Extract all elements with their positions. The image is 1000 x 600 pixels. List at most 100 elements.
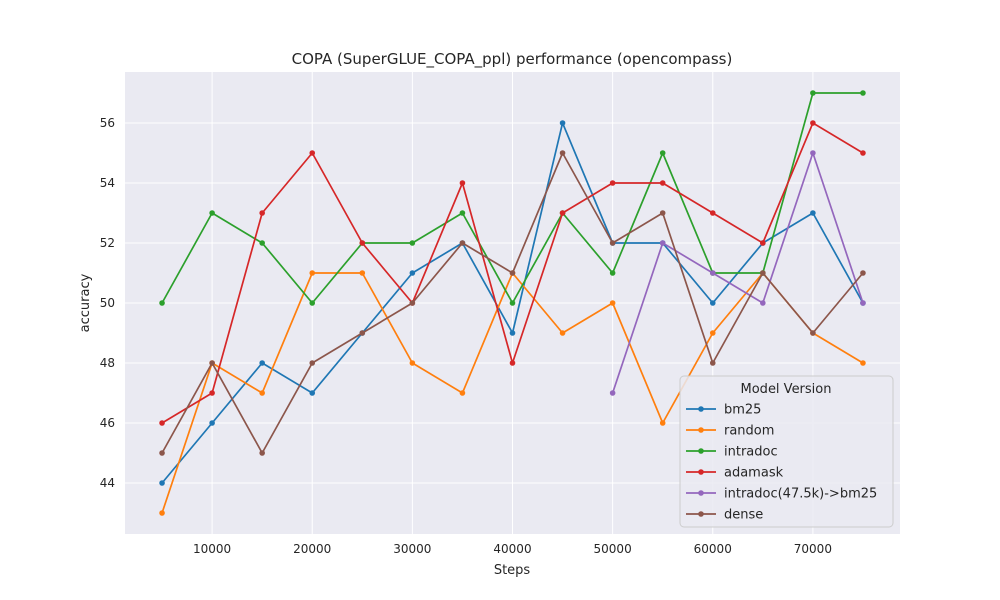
data-point bbox=[409, 300, 416, 306]
data-point bbox=[309, 300, 316, 306]
data-point bbox=[559, 150, 566, 156]
x-tick-label: 30000 bbox=[393, 542, 431, 556]
data-point bbox=[559, 210, 566, 216]
y-axis-label: accuracy bbox=[78, 273, 93, 332]
data-point bbox=[760, 270, 766, 276]
data-point bbox=[159, 300, 165, 306]
data-point bbox=[810, 120, 816, 126]
legend: Model Version bm25 random intradoc adamask i… bbox=[679, 375, 894, 528]
data-point bbox=[860, 150, 866, 156]
series-line bbox=[611, 152, 864, 394]
data-point bbox=[509, 300, 516, 306]
data-point bbox=[459, 180, 466, 186]
data-point bbox=[309, 270, 316, 276]
data-point bbox=[609, 390, 616, 396]
data-point bbox=[209, 420, 215, 426]
data-point bbox=[359, 270, 366, 276]
data-point bbox=[559, 330, 566, 336]
x-tick-label: 50000 bbox=[594, 542, 632, 556]
data-point bbox=[309, 360, 316, 366]
data-point bbox=[459, 240, 466, 246]
legend-swatch-marker bbox=[698, 427, 704, 433]
legend-swatch-marker bbox=[698, 406, 704, 412]
y-tick-label: 48 bbox=[100, 356, 115, 370]
legend-label: random bbox=[724, 424, 774, 439]
data-point bbox=[659, 240, 666, 246]
series-adamask bbox=[159, 120, 866, 426]
data-point bbox=[459, 210, 466, 216]
legend-label: intradoc(47.5k)->bm25 bbox=[724, 487, 877, 502]
data-point bbox=[509, 360, 516, 366]
y-tick-label: 56 bbox=[100, 116, 115, 130]
data-point bbox=[259, 360, 265, 366]
legend-label: intradoc bbox=[724, 445, 778, 460]
data-point bbox=[209, 210, 215, 216]
y-tick-label: 46 bbox=[100, 416, 115, 430]
x-tick-label: 20000 bbox=[293, 542, 331, 556]
legend-swatch-marker bbox=[698, 448, 704, 454]
data-point bbox=[609, 300, 616, 306]
data-point bbox=[810, 210, 816, 216]
data-point bbox=[509, 270, 516, 276]
data-point bbox=[709, 270, 716, 276]
y-tick-label: 54 bbox=[100, 176, 115, 190]
x-tick-label: 70000 bbox=[794, 542, 832, 556]
data-point bbox=[609, 240, 616, 246]
data-point bbox=[810, 330, 816, 336]
data-point bbox=[259, 210, 265, 216]
data-point bbox=[709, 300, 716, 306]
data-point bbox=[309, 150, 316, 156]
data-point bbox=[609, 270, 616, 276]
legend-items: bm25 random intradoc adamask intradoc(47.5k)… bbox=[686, 403, 877, 523]
data-point bbox=[860, 270, 866, 276]
data-point bbox=[459, 390, 466, 396]
series-intradoc(47.5k)->bm25 bbox=[609, 150, 866, 396]
data-point bbox=[860, 360, 866, 366]
y-tick-label: 44 bbox=[100, 476, 115, 490]
legend-swatch-marker bbox=[698, 490, 704, 496]
x-tick-label: 40000 bbox=[493, 542, 531, 556]
legend-label: adamask bbox=[724, 466, 784, 481]
data-point bbox=[259, 390, 265, 396]
data-point bbox=[659, 210, 666, 216]
legend-label: dense bbox=[724, 508, 763, 523]
data-point bbox=[259, 450, 265, 456]
legend-label: bm25 bbox=[724, 403, 761, 418]
data-point bbox=[159, 420, 165, 426]
data-point bbox=[159, 510, 165, 516]
x-tick-label: 10000 bbox=[193, 542, 231, 556]
data-point bbox=[810, 150, 816, 156]
y-tick-label: 50 bbox=[100, 296, 115, 310]
data-point bbox=[709, 330, 716, 336]
data-point bbox=[509, 330, 516, 336]
data-point bbox=[559, 120, 566, 126]
data-point bbox=[659, 150, 666, 156]
tick-labels: 10000 20000 30000 40000 50000 60000 70000 44 46 4… bbox=[100, 116, 832, 556]
legend-box bbox=[679, 375, 894, 528]
data-point bbox=[159, 480, 165, 486]
data-point bbox=[309, 390, 316, 396]
data-point bbox=[760, 240, 766, 246]
chart-title: COPA (SuperGLUE_COPA_ppl) performance (o… bbox=[292, 50, 733, 69]
data-point bbox=[209, 360, 215, 366]
data-point bbox=[159, 450, 165, 456]
data-point bbox=[209, 390, 215, 396]
series-lines bbox=[159, 90, 866, 516]
data-point bbox=[709, 360, 716, 366]
data-point bbox=[760, 300, 766, 306]
data-point bbox=[860, 300, 866, 306]
data-point bbox=[810, 90, 816, 96]
series-dense bbox=[159, 150, 866, 456]
data-point bbox=[659, 180, 666, 186]
data-point bbox=[709, 210, 716, 216]
legend-swatch-marker bbox=[698, 469, 704, 475]
data-point bbox=[359, 330, 366, 336]
x-axis-label: Steps bbox=[494, 563, 531, 578]
y-tick-label: 52 bbox=[100, 236, 115, 250]
data-point bbox=[659, 420, 666, 426]
data-point bbox=[409, 270, 416, 276]
legend-swatch-marker bbox=[698, 511, 704, 517]
data-point bbox=[409, 240, 416, 246]
x-tick-label: 60000 bbox=[694, 542, 732, 556]
